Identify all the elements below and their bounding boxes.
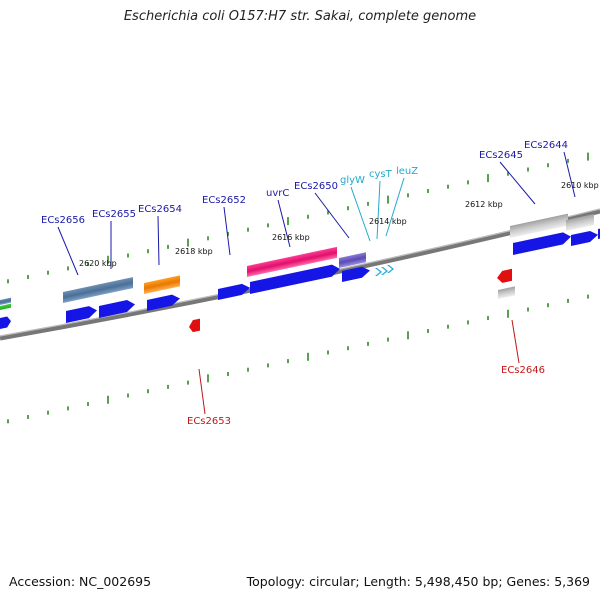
leader-line — [157, 215, 160, 266]
tick-label: 2610 kbp — [561, 181, 599, 190]
genome-summary: Topology: circular; Length: 5,498,450 bp… — [246, 574, 590, 589]
leader-line — [223, 206, 231, 256]
gene-label: ECs2644 — [524, 140, 568, 151]
block-edge-green — [0, 303, 11, 310]
block-ecs2645 — [510, 213, 568, 238]
gene-label: ECs2645 — [479, 150, 523, 161]
accession-label: Accession: NC_002695 — [9, 574, 152, 589]
map-title: Escherichia coli O157:H7 str. Sakai, com… — [123, 9, 477, 24]
cds-arrow — [342, 266, 370, 282]
block-ecs2650 — [339, 252, 366, 268]
labels: 2610 kbp 2612 kbp 2614 kbp 2616 kbp 2618 kbp… — [41, 140, 599, 427]
leader-line — [511, 319, 520, 364]
cds-arrow — [571, 230, 598, 246]
feature-blocks — [0, 213, 594, 310]
tick-label: 2612 kbp — [465, 200, 503, 209]
tick-label: 2618 kbp — [175, 247, 213, 256]
gene-label: glyW — [340, 175, 365, 186]
leader-line — [198, 368, 206, 415]
leader-line — [385, 177, 405, 237]
cds-arrow — [218, 283, 250, 300]
gene-label: ECs2652 — [202, 195, 246, 206]
tick-label: 2616 kbp — [272, 233, 310, 242]
leader-line — [376, 180, 381, 240]
leader-line — [563, 151, 576, 198]
block-ecs2654 — [144, 275, 180, 294]
leader-line — [499, 161, 536, 205]
gene-label: uvrC — [266, 188, 289, 199]
cds-arrow — [598, 228, 600, 239]
cds-arrow — [99, 300, 135, 318]
cds-arrow — [66, 306, 97, 323]
trna-arrow — [387, 265, 394, 273]
cds-arrow — [513, 232, 571, 255]
block-ecs2646 — [498, 286, 515, 299]
gene-label: leuZ — [396, 166, 418, 177]
label-leader-lines — [57, 151, 576, 415]
leader-line — [57, 226, 79, 276]
cds-arrow-reverse — [189, 318, 200, 333]
gene-label: ECs2656 — [41, 215, 85, 226]
tick-label: 2620 kbp — [79, 259, 117, 268]
gene-label: ECs2646 — [501, 365, 545, 376]
tick-label: 2614 kbp — [369, 217, 407, 226]
leader-line — [277, 199, 291, 248]
gene-label: ECs2650 — [294, 181, 338, 192]
gene-label: ECs2653 — [187, 416, 231, 427]
cds-arrow — [147, 294, 180, 311]
block-ecs2644 — [566, 214, 594, 231]
gene-label: cysT — [369, 169, 393, 180]
block-ecs2656-ecs2655 — [63, 277, 133, 303]
block-uvrc — [247, 246, 337, 277]
trna-arrow — [381, 267, 388, 275]
cds-arrows — [0, 228, 600, 333]
tick-marks — [7, 152, 589, 424]
block-edge-blue — [0, 297, 11, 305]
trna-arrow — [375, 268, 382, 276]
gene-label: ECs2655 — [92, 209, 136, 220]
gene-label: ECs2654 — [138, 204, 182, 215]
leader-line — [314, 192, 350, 239]
cds-arrow-reverse — [497, 268, 512, 283]
cds-arrow — [250, 264, 340, 294]
leader-line — [350, 186, 371, 242]
cds-arrow — [0, 316, 11, 329]
